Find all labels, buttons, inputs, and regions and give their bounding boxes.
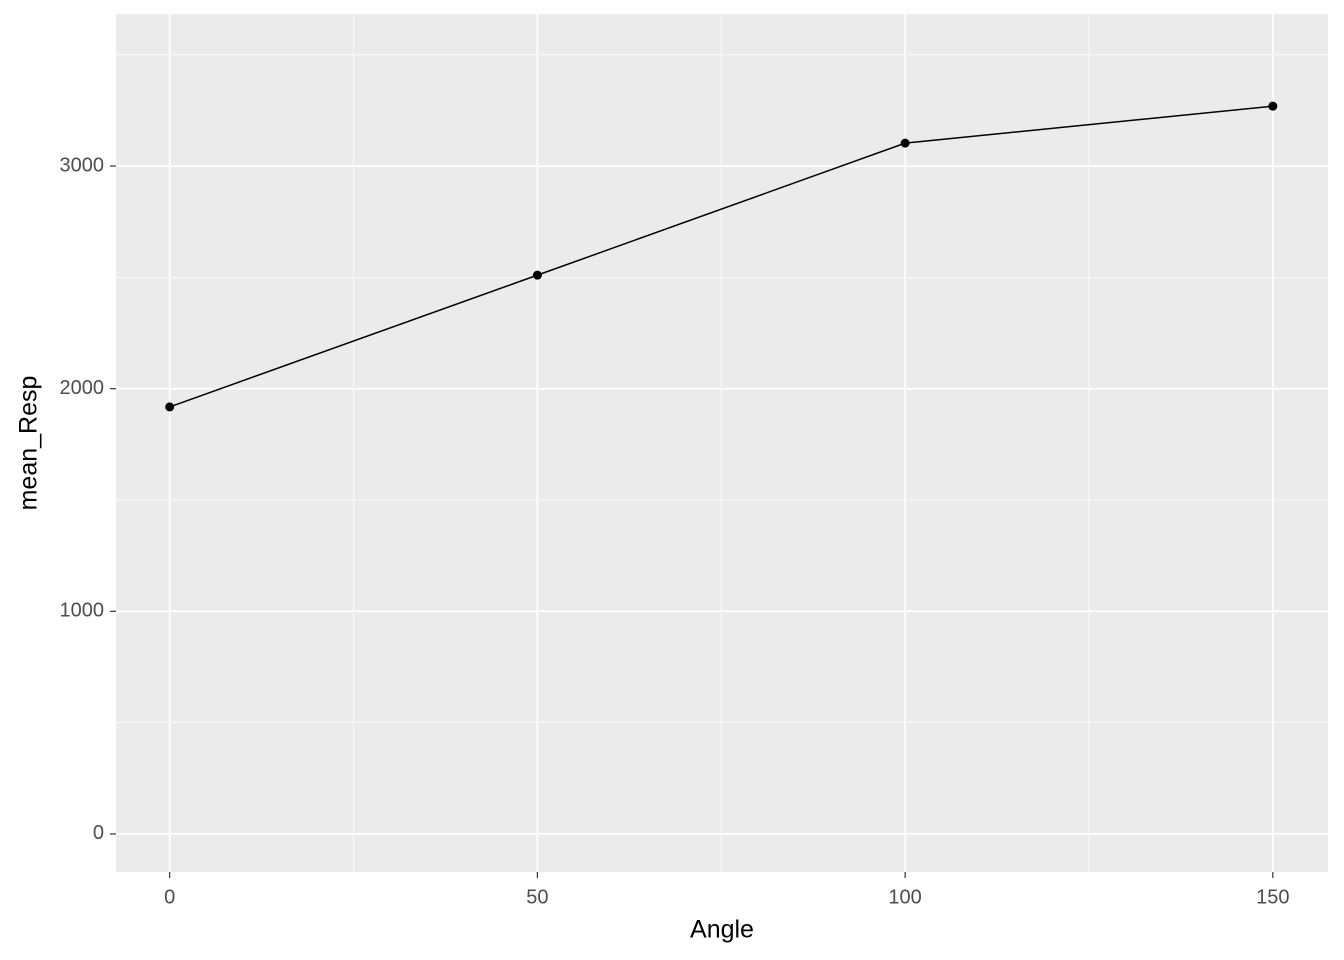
line xyxy=(169,105,1273,408)
point xyxy=(900,138,910,148)
x-tick-label: 150 xyxy=(1256,886,1289,908)
x-axis-title: Angle xyxy=(690,916,754,944)
panel xyxy=(116,14,1328,872)
y-tick-label: 1000 xyxy=(60,600,105,622)
point xyxy=(532,270,542,280)
x-tick-label: 0 xyxy=(164,886,175,908)
point xyxy=(165,402,175,412)
x-tick-label: 100 xyxy=(888,886,921,908)
y-tick-label: 3000 xyxy=(60,154,105,176)
point xyxy=(1268,101,1278,111)
plot: 0 1000 2000 3000 0 50 100 150 xyxy=(60,14,1328,908)
y-tick-label: 2000 xyxy=(60,377,105,399)
x-tick-label: 50 xyxy=(526,886,548,908)
y-axis-title: mean_Resp xyxy=(15,376,43,511)
y-tick-label: 0 xyxy=(93,822,104,844)
